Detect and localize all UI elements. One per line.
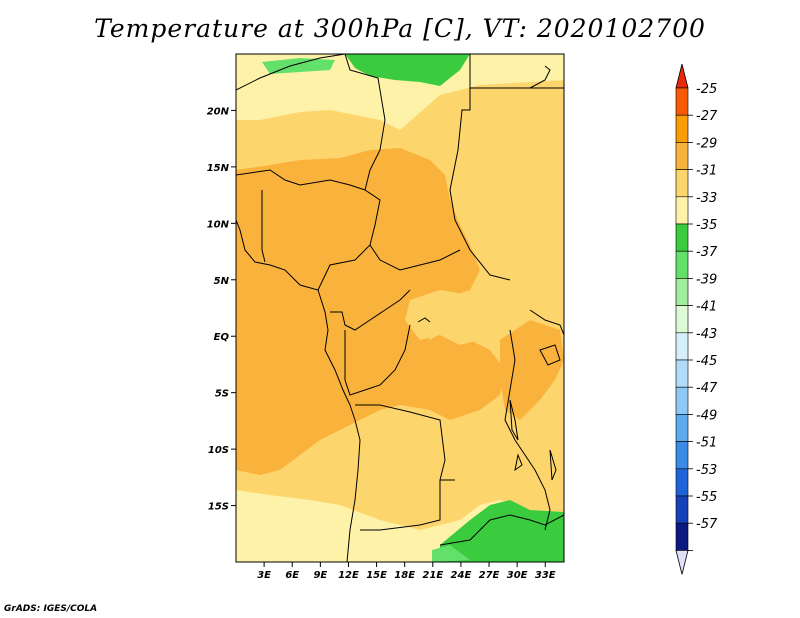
- colorbar-swatch: [675, 250, 689, 279]
- border-sudan: [449, 54, 511, 281]
- border-car-north: [369, 244, 461, 271]
- border-nigeria: [236, 169, 381, 291]
- colorbar-swatch: [675, 414, 689, 442]
- colorbar-label: -51: [696, 436, 717, 451]
- lon-tick-label: 24E: [451, 570, 472, 581]
- temperature-field: [236, 54, 564, 562]
- colorbar-swatch: [675, 305, 689, 334]
- colorbar-label: -43: [696, 327, 717, 342]
- colorbar-label: -35: [696, 218, 717, 233]
- colorbar-swatch: [675, 169, 689, 198]
- lake-1: [417, 317, 431, 323]
- colorbar-swatch: [675, 278, 689, 306]
- colorbar-label: -49: [696, 408, 717, 423]
- lat-tick-label: 5N: [214, 276, 230, 287]
- colorbar-top-arrow: [675, 63, 689, 89]
- lat-tick-label: 15S: [208, 502, 229, 513]
- coast-sinai: [529, 65, 551, 89]
- lon-tick-label: 9E: [313, 570, 327, 581]
- colorbar-swatch: [675, 359, 689, 388]
- border-north-1: [236, 54, 346, 91]
- field-mid-basin: [405, 290, 490, 345]
- colorbar-swatch: [675, 223, 689, 252]
- colorbar-label: -57: [696, 517, 718, 532]
- colorbar-label: -47: [696, 381, 718, 396]
- border-congo: [344, 324, 411, 396]
- lake-tanganyika: [509, 399, 519, 441]
- border-east-2: [529, 309, 564, 336]
- grads-credit: GrADS: IGES/COLA: [4, 604, 98, 614]
- map-title: Temperature at 300hPa [C], VT: 202010270…: [94, 14, 706, 43]
- colorbar-swatch: [675, 468, 689, 497]
- colorbar-swatch: [675, 196, 689, 225]
- colorbar-swatch: [675, 495, 689, 524]
- lake-victoria: [539, 344, 561, 366]
- field-warm-east: [500, 320, 564, 420]
- lat-tick-label: 10S: [208, 445, 229, 456]
- colorbar-bottom-arrow: [675, 550, 689, 575]
- colorbar: -25 -27 -29 -31 -33 -35 -37 -39 -41 -43 -45 -47 -49 -…: [675, 63, 718, 575]
- lat-tick-label: 10N: [207, 219, 230, 230]
- border-benin: [261, 190, 266, 263]
- field-green-south: [440, 500, 564, 562]
- colorbar-label: -39: [696, 272, 717, 287]
- border-north-2: [344, 54, 386, 191]
- colorbar-label: -33: [696, 191, 717, 206]
- lon-tick-label: 12E: [338, 570, 359, 581]
- colorbar-swatch: [675, 522, 689, 551]
- colorbar-swatch: [675, 142, 689, 170]
- colorbar-label: -27: [696, 109, 718, 124]
- colorbar-label: -41: [696, 300, 717, 315]
- lon-tick-label: 33E: [535, 570, 556, 581]
- colorbar-label: -31: [696, 164, 717, 179]
- colorbar-label: -29: [696, 136, 717, 151]
- west-coastline: [236, 219, 361, 562]
- longitude-axis: 3E 6E 9E 12E 15E 18E 21E 24E 27E 30E 33E: [257, 562, 556, 581]
- lon-tick-label: 27E: [479, 570, 500, 581]
- colorbar-label: -25: [696, 82, 717, 97]
- colorbar-label: -55: [696, 490, 717, 505]
- border-east-lakes: [504, 329, 551, 531]
- lake-malawi: [549, 449, 557, 481]
- field-mid-east: [470, 180, 564, 280]
- lon-tick-label: 3E: [257, 570, 271, 581]
- lat-tick-label: 5S: [215, 389, 229, 400]
- lon-tick-label: 30E: [507, 570, 528, 581]
- lake-mweru: [514, 453, 523, 472]
- lat-tick-label: EQ: [214, 332, 230, 343]
- border-angola-south: [360, 480, 441, 531]
- colorbar-swatch: [675, 441, 689, 470]
- border-gabon-congo: [330, 289, 411, 331]
- field-green-south-light: [432, 545, 470, 562]
- border-southern: [439, 514, 564, 546]
- latitude-axis: 20N 15N 10N 5N EQ 5S 10S 15S: [207, 106, 236, 513]
- colorbar-label: -53: [696, 463, 717, 478]
- colorbar-label: -45: [696, 354, 717, 369]
- lon-tick-label: 21E: [422, 570, 443, 581]
- lat-tick-label: 15N: [207, 163, 230, 174]
- field-green-north: [345, 54, 470, 86]
- lat-tick-label: 20N: [207, 106, 230, 117]
- colorbar-label: -37: [696, 245, 718, 260]
- colorbar-swatch: [675, 114, 689, 143]
- lon-tick-label: 18E: [394, 570, 415, 581]
- lon-tick-label: 15E: [366, 570, 387, 581]
- country-borders: [236, 54, 564, 562]
- colorbar-swatch: [675, 386, 689, 415]
- colorbar-swatch: [675, 87, 689, 116]
- map-frame: [235, 53, 565, 563]
- lon-tick-label: 6E: [285, 570, 299, 581]
- field-cool-north: [236, 54, 564, 130]
- field-warm-central: [236, 148, 505, 475]
- colorbar-swatch: [675, 332, 689, 361]
